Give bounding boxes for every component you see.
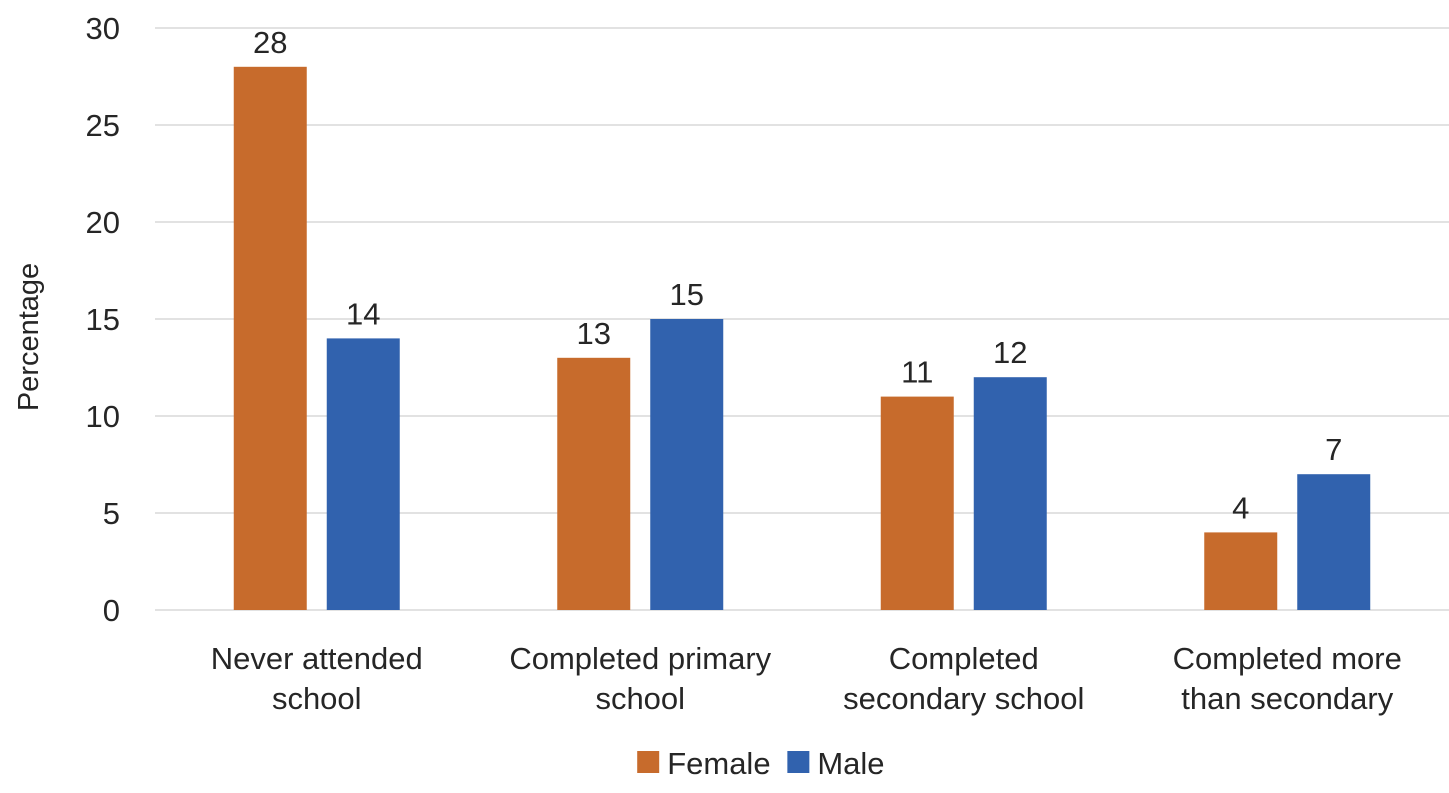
x-category-label: Completed more	[1173, 641, 1402, 676]
y-axis-ticks: 0 5 10 15 20 25 30	[86, 11, 120, 628]
legend-label-male: Male	[817, 746, 884, 781]
y-tick-label: 0	[103, 593, 120, 628]
legend: Female Male	[637, 746, 885, 781]
y-tick-label: 25	[86, 108, 120, 143]
data-label: 13	[577, 316, 611, 351]
bar-female-2	[880, 396, 954, 610]
data-label: 12	[993, 335, 1027, 370]
x-category-label: Completed	[889, 641, 1039, 676]
bar-male-1	[650, 319, 724, 610]
bars	[233, 66, 1371, 611]
legend-swatch-male	[787, 751, 810, 773]
data-label: 11	[901, 355, 933, 390]
data-label: 28	[253, 25, 287, 60]
x-category-label: Completed primary	[509, 641, 771, 676]
data-label: 14	[346, 296, 380, 331]
legend-swatch-female	[637, 751, 660, 773]
y-tick-label: 30	[86, 11, 120, 46]
y-tick-label: 5	[103, 496, 120, 531]
x-category-label: school	[595, 681, 685, 716]
bar-female-3	[1204, 532, 1278, 610]
legend-label-female: Female	[667, 746, 770, 781]
bar-male-0	[326, 338, 400, 610]
y-tick-label: 10	[86, 399, 120, 434]
y-axis-title: Percentage	[13, 263, 45, 411]
data-label: 4	[1232, 490, 1249, 525]
x-category-label: secondary school	[843, 681, 1084, 716]
y-tick-label: 20	[86, 205, 120, 240]
x-category-label: than secondary	[1181, 681, 1393, 716]
bar-female-0	[233, 66, 307, 611]
bar-male-2	[973, 377, 1047, 610]
x-category-label: Never attended	[211, 641, 423, 676]
data-labels: 28 14 13 15 11 12 4 7	[253, 25, 1342, 526]
data-label: 7	[1325, 432, 1342, 467]
x-axis-categories: Never attended school Completed primary sch…	[211, 641, 1402, 716]
bar-male-3	[1297, 474, 1371, 610]
y-tick-label: 15	[86, 302, 120, 337]
bar-female-1	[557, 357, 631, 610]
x-category-label: school	[272, 681, 362, 716]
data-label: 15	[670, 277, 704, 312]
